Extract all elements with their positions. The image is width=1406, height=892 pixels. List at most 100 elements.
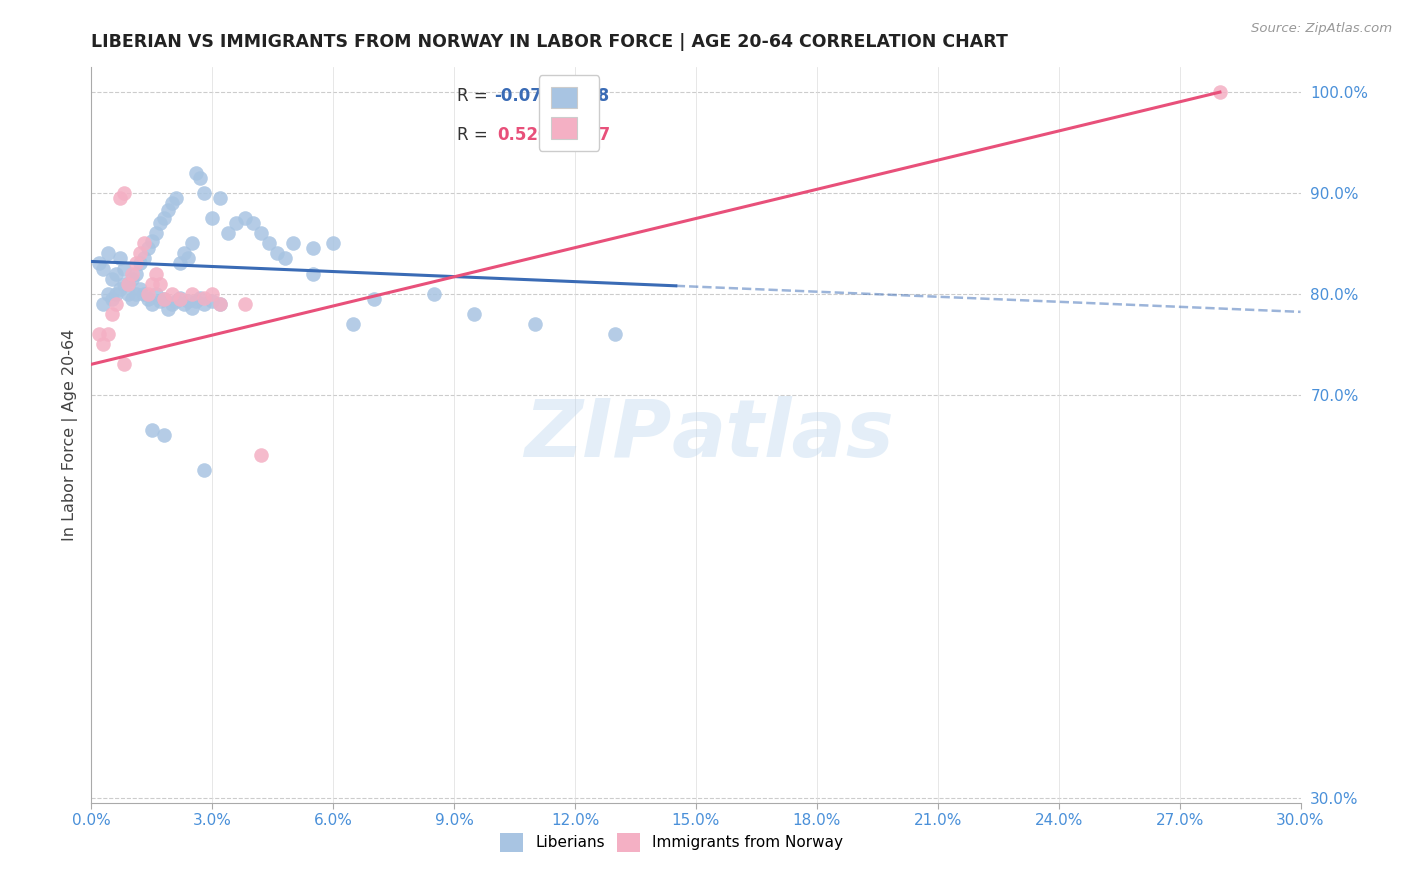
Point	[188, 291, 211, 305]
Point	[153, 292, 176, 306]
Point	[149, 293, 172, 308]
Point	[128, 246, 150, 260]
Point	[121, 271, 143, 285]
Point	[181, 236, 204, 251]
Text: LIBERIAN VS IMMIGRANTS FROM NORWAY IN LABOR FORCE | AGE 20-64 CORRELATION CHART: LIBERIAN VS IMMIGRANTS FROM NORWAY IN LA…	[91, 34, 1008, 52]
Point	[153, 211, 176, 226]
Point	[108, 191, 131, 205]
Point	[177, 252, 200, 266]
Point	[145, 267, 167, 281]
Point	[186, 293, 208, 308]
Point	[201, 293, 224, 308]
Point	[112, 357, 135, 371]
Point	[125, 256, 148, 270]
Point	[108, 282, 131, 296]
Point	[322, 236, 344, 251]
Point	[121, 267, 143, 281]
Point	[281, 236, 304, 251]
Point	[108, 252, 131, 266]
Text: Source: ZipAtlas.com: Source: ZipAtlas.com	[1251, 22, 1392, 36]
Point	[141, 277, 163, 291]
Point	[128, 256, 150, 270]
Point	[169, 256, 191, 270]
Text: R =: R =	[457, 87, 492, 105]
Point	[136, 241, 159, 255]
Point	[149, 277, 172, 291]
Point	[209, 297, 232, 311]
Text: atlas: atlas	[672, 396, 894, 474]
Point	[132, 252, 155, 266]
Point	[181, 286, 204, 301]
Point	[165, 293, 187, 308]
Point	[125, 267, 148, 281]
Point	[153, 427, 176, 442]
Point	[177, 293, 200, 308]
Point	[363, 292, 385, 306]
Point	[249, 448, 271, 462]
Point	[209, 297, 232, 311]
Point	[104, 297, 127, 311]
Point	[186, 166, 208, 180]
Point	[117, 277, 139, 291]
Point	[209, 191, 232, 205]
Point	[132, 236, 155, 251]
Text: 27: 27	[588, 126, 610, 144]
Point	[165, 191, 187, 205]
Point	[605, 326, 627, 341]
Point	[188, 170, 211, 185]
Point	[249, 226, 271, 240]
Legend: Liberians, Immigrants from Norway: Liberians, Immigrants from Norway	[494, 827, 849, 858]
Point	[100, 271, 122, 285]
Point	[96, 246, 118, 260]
Point	[274, 252, 297, 266]
Point	[266, 246, 288, 260]
Point	[257, 236, 280, 251]
Point	[156, 202, 179, 217]
Point	[463, 307, 485, 321]
Point	[225, 216, 247, 230]
Point	[149, 216, 172, 230]
Point	[242, 216, 264, 230]
Point	[201, 286, 224, 301]
Point	[100, 307, 122, 321]
Point	[93, 297, 115, 311]
Point	[160, 286, 183, 301]
Point	[100, 292, 122, 306]
Point	[132, 286, 155, 301]
Text: N =: N =	[555, 87, 592, 105]
Point	[141, 423, 163, 437]
Point	[217, 226, 239, 240]
Point	[193, 297, 215, 311]
Text: R =: R =	[457, 126, 498, 144]
Point	[93, 337, 115, 351]
Point	[173, 246, 195, 260]
Point	[193, 186, 215, 200]
Point	[96, 286, 118, 301]
Point	[153, 292, 176, 306]
Point	[89, 326, 111, 341]
Point	[302, 267, 325, 281]
Point	[145, 286, 167, 301]
Point	[181, 301, 204, 315]
Point	[423, 286, 446, 301]
Text: N =: N =	[555, 126, 592, 144]
Point	[523, 317, 546, 331]
Text: ZIP: ZIP	[524, 396, 672, 474]
Point	[342, 317, 364, 331]
Text: 0.520: 0.520	[498, 126, 550, 144]
Point	[233, 211, 256, 226]
Point	[141, 297, 163, 311]
Point	[121, 292, 143, 306]
Text: 78: 78	[588, 87, 610, 105]
Point	[117, 277, 139, 291]
Point	[156, 301, 179, 316]
Point	[160, 297, 183, 311]
Point	[302, 241, 325, 255]
Point	[112, 277, 135, 291]
Point	[112, 261, 135, 276]
Point	[117, 286, 139, 301]
Point	[136, 292, 159, 306]
Point	[233, 297, 256, 311]
Text: -0.077: -0.077	[494, 87, 554, 105]
Point	[169, 292, 191, 306]
